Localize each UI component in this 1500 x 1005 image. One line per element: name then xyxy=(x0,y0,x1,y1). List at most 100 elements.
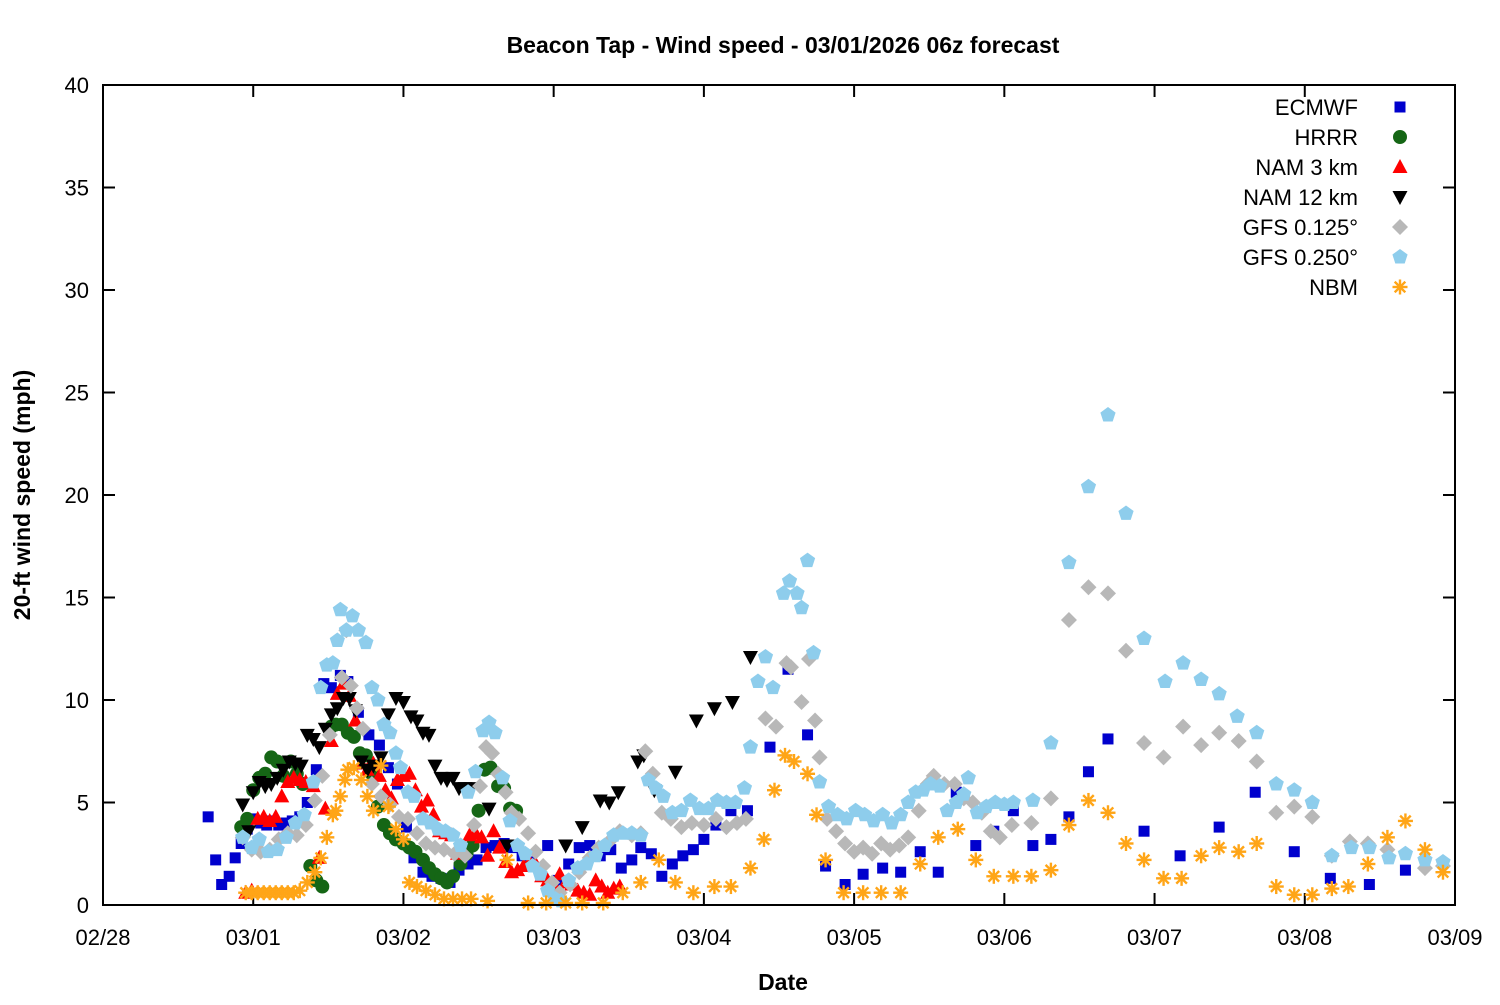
point-gfs-0-125 xyxy=(527,843,544,860)
point-gfs-0-125 xyxy=(793,694,810,711)
plot-border xyxy=(102,84,1456,906)
point-gfs-0-250 xyxy=(344,607,360,623)
point-nam-12-km xyxy=(421,728,437,743)
point-nbm xyxy=(1340,879,1356,895)
point-nam-12-km xyxy=(409,714,425,729)
point-gfs-0-250 xyxy=(1080,478,1097,494)
point-gfs-0-250 xyxy=(382,724,398,740)
point-ecmwf xyxy=(1063,811,1075,823)
point-gfs-0-250 xyxy=(875,806,891,822)
x-tick-03-02: 03/02 xyxy=(376,925,431,950)
point-nam-12-km xyxy=(251,776,267,790)
point-gfs-0-250 xyxy=(793,599,810,615)
point-gfs-0-250 xyxy=(736,780,753,795)
point-gfs-0-250 xyxy=(460,784,476,799)
point-gfs-0-250 xyxy=(452,837,469,853)
point-nbm xyxy=(1360,856,1376,872)
point-gfs-0-250 xyxy=(1229,708,1245,723)
point-ecmwf xyxy=(764,741,776,753)
point-nbm xyxy=(1023,868,1039,884)
point-nam-3-km xyxy=(280,774,296,788)
point-nbm xyxy=(855,885,871,901)
point-gfs-0-125 xyxy=(1230,733,1247,749)
point-gfs-0-125 xyxy=(520,825,537,842)
point-nbm xyxy=(463,891,479,907)
point-nbm xyxy=(388,821,404,837)
point-nbm xyxy=(499,852,515,868)
point-nbm xyxy=(786,754,802,769)
point-gfs-0-250 xyxy=(510,837,526,853)
point-gfs-0-125 xyxy=(484,745,501,762)
legend-marker-nam-12-km-triangle-down-icon xyxy=(1392,191,1408,205)
legend-marker-hrrr-circle-icon xyxy=(1393,130,1407,144)
y-tick-5: 5 xyxy=(77,791,89,816)
point-nbm xyxy=(1005,868,1021,884)
legend-label-nam-12-km: NAM 12 km xyxy=(1243,185,1358,210)
point-nam-12-km xyxy=(269,771,285,786)
point-gfs-0-250 xyxy=(1249,724,1265,740)
point-gfs-0-250 xyxy=(1025,792,1041,807)
point-ecmwf xyxy=(202,811,214,823)
point-nbm xyxy=(353,772,369,788)
point-nbm xyxy=(809,807,825,823)
point-nam-12-km xyxy=(305,732,321,747)
point-gfs-0-125 xyxy=(1155,749,1172,766)
point-nbm xyxy=(777,747,793,763)
point-gfs-0-250 xyxy=(727,794,744,809)
point-nbm xyxy=(445,891,461,907)
point-gfs-0-250 xyxy=(1100,407,1116,422)
point-ecmwf xyxy=(1082,766,1094,778)
point-gfs-0-250 xyxy=(1175,655,1191,670)
point-nbm xyxy=(667,874,683,890)
point-gfs-0-250 xyxy=(1324,847,1340,863)
point-nbm xyxy=(1156,870,1172,886)
point-ecmwf xyxy=(1249,786,1261,798)
point-gfs-0-125 xyxy=(399,810,416,827)
point-gfs-0-125 xyxy=(828,823,845,840)
point-nbm xyxy=(1211,840,1227,856)
point-nbm xyxy=(633,874,649,890)
point-ecmwf xyxy=(552,874,564,886)
point-ecmwf xyxy=(1174,850,1186,862)
point-gfs-0-250 xyxy=(655,788,671,803)
point-gfs-0-125 xyxy=(807,712,824,729)
point-gfs-0-250 xyxy=(956,786,972,801)
point-gfs-0-250 xyxy=(765,679,781,695)
point-nam-12-km xyxy=(688,714,704,729)
point-ecmwf xyxy=(1288,846,1300,858)
point-gfs-0-125 xyxy=(1023,815,1040,831)
point-nam-3-km xyxy=(492,839,508,854)
point-gfs-0-250 xyxy=(799,552,816,568)
point-gfs-0-250 xyxy=(517,845,533,861)
point-ecmwf xyxy=(615,862,627,874)
point-gfs-0-250 xyxy=(338,622,354,637)
point-gfs-0-125 xyxy=(1042,790,1059,807)
point-nam-12-km xyxy=(403,710,419,725)
point-nam-12-km xyxy=(341,691,357,706)
point-nbm xyxy=(1324,881,1340,897)
point-hrrr xyxy=(446,869,461,884)
point-gfs-0-250 xyxy=(820,798,837,814)
point-gfs-0-125 xyxy=(683,815,700,831)
point-gfs-0-125 xyxy=(288,827,305,844)
point-nam-3-km xyxy=(371,767,387,782)
point-nbm xyxy=(346,760,362,776)
legend-label-nbm: NBM xyxy=(1309,275,1358,300)
point-nam-3-km xyxy=(419,792,435,807)
point-gfs-0-125 xyxy=(306,792,323,809)
point-nam-12-km xyxy=(558,839,574,854)
point-nbm xyxy=(1061,817,1077,833)
x-tick-03-03: 03/03 xyxy=(526,925,581,950)
point-gfs-0-250 xyxy=(494,769,511,785)
y-tick-40: 40 xyxy=(65,73,89,98)
point-gfs-0-125 xyxy=(991,829,1008,846)
point-hrrr xyxy=(315,879,330,894)
point-nam-12-km xyxy=(353,755,369,770)
legend-marker-nbm-asterisk-icon xyxy=(1392,279,1408,295)
legend-entry-hrrr: HRRR xyxy=(1294,125,1407,150)
series-nbm xyxy=(238,747,1451,911)
point-nam-3-km xyxy=(268,808,284,823)
point-gfs-0-125 xyxy=(466,817,483,834)
point-ecmwf xyxy=(857,868,869,880)
point-nam-12-km xyxy=(299,728,315,743)
